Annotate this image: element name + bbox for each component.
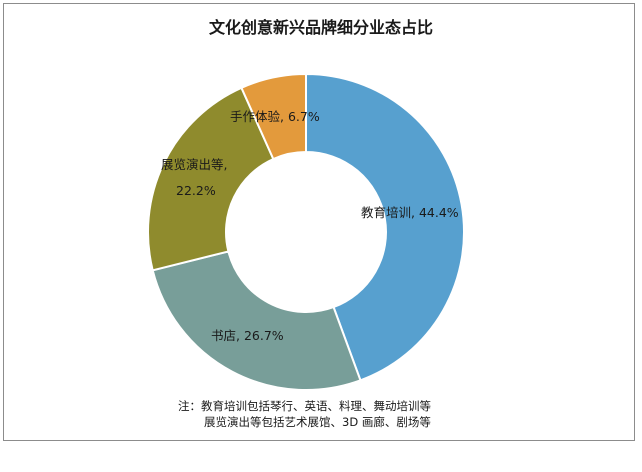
slice-label-3-name: 展览演出等,: [161, 157, 227, 172]
slice-2: [151, 250, 362, 391]
slice-label-1: 教育培训, 44.4%: [361, 205, 459, 220]
slice-3: [147, 86, 275, 272]
slice-label-4: 手作体验, 6.7%: [230, 109, 320, 124]
chart-note: 注：教育培训包括琴行、英语、料理、舞动培训等 展览演出等包括艺术展馆、3D 画廊…: [178, 398, 431, 430]
chart-title: 文化创意新兴品牌细分业态占比: [208, 18, 433, 37]
slice-4: [240, 72, 307, 161]
note-line-1: 注：教育培训包括琴行、英语、料理、舞动培训等: [178, 399, 431, 413]
slice-label-3-value: 22.2%: [176, 183, 216, 198]
note-line-2: 展览演出等包括艺术展馆、3D 画廊、剧场等: [204, 415, 431, 429]
slice-1: [305, 72, 465, 382]
slices-group: [147, 72, 465, 391]
labels-group: 教育培训, 44.4% 书店, 26.7% 展览演出等, 22.2% 手作体验, 6.7…: [161, 109, 459, 343]
slice-label-2: 书店, 26.7%: [211, 328, 284, 343]
